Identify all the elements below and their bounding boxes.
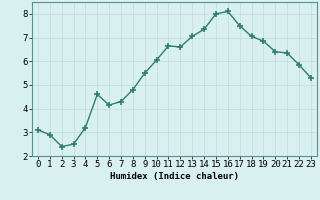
X-axis label: Humidex (Indice chaleur): Humidex (Indice chaleur) <box>110 172 239 181</box>
